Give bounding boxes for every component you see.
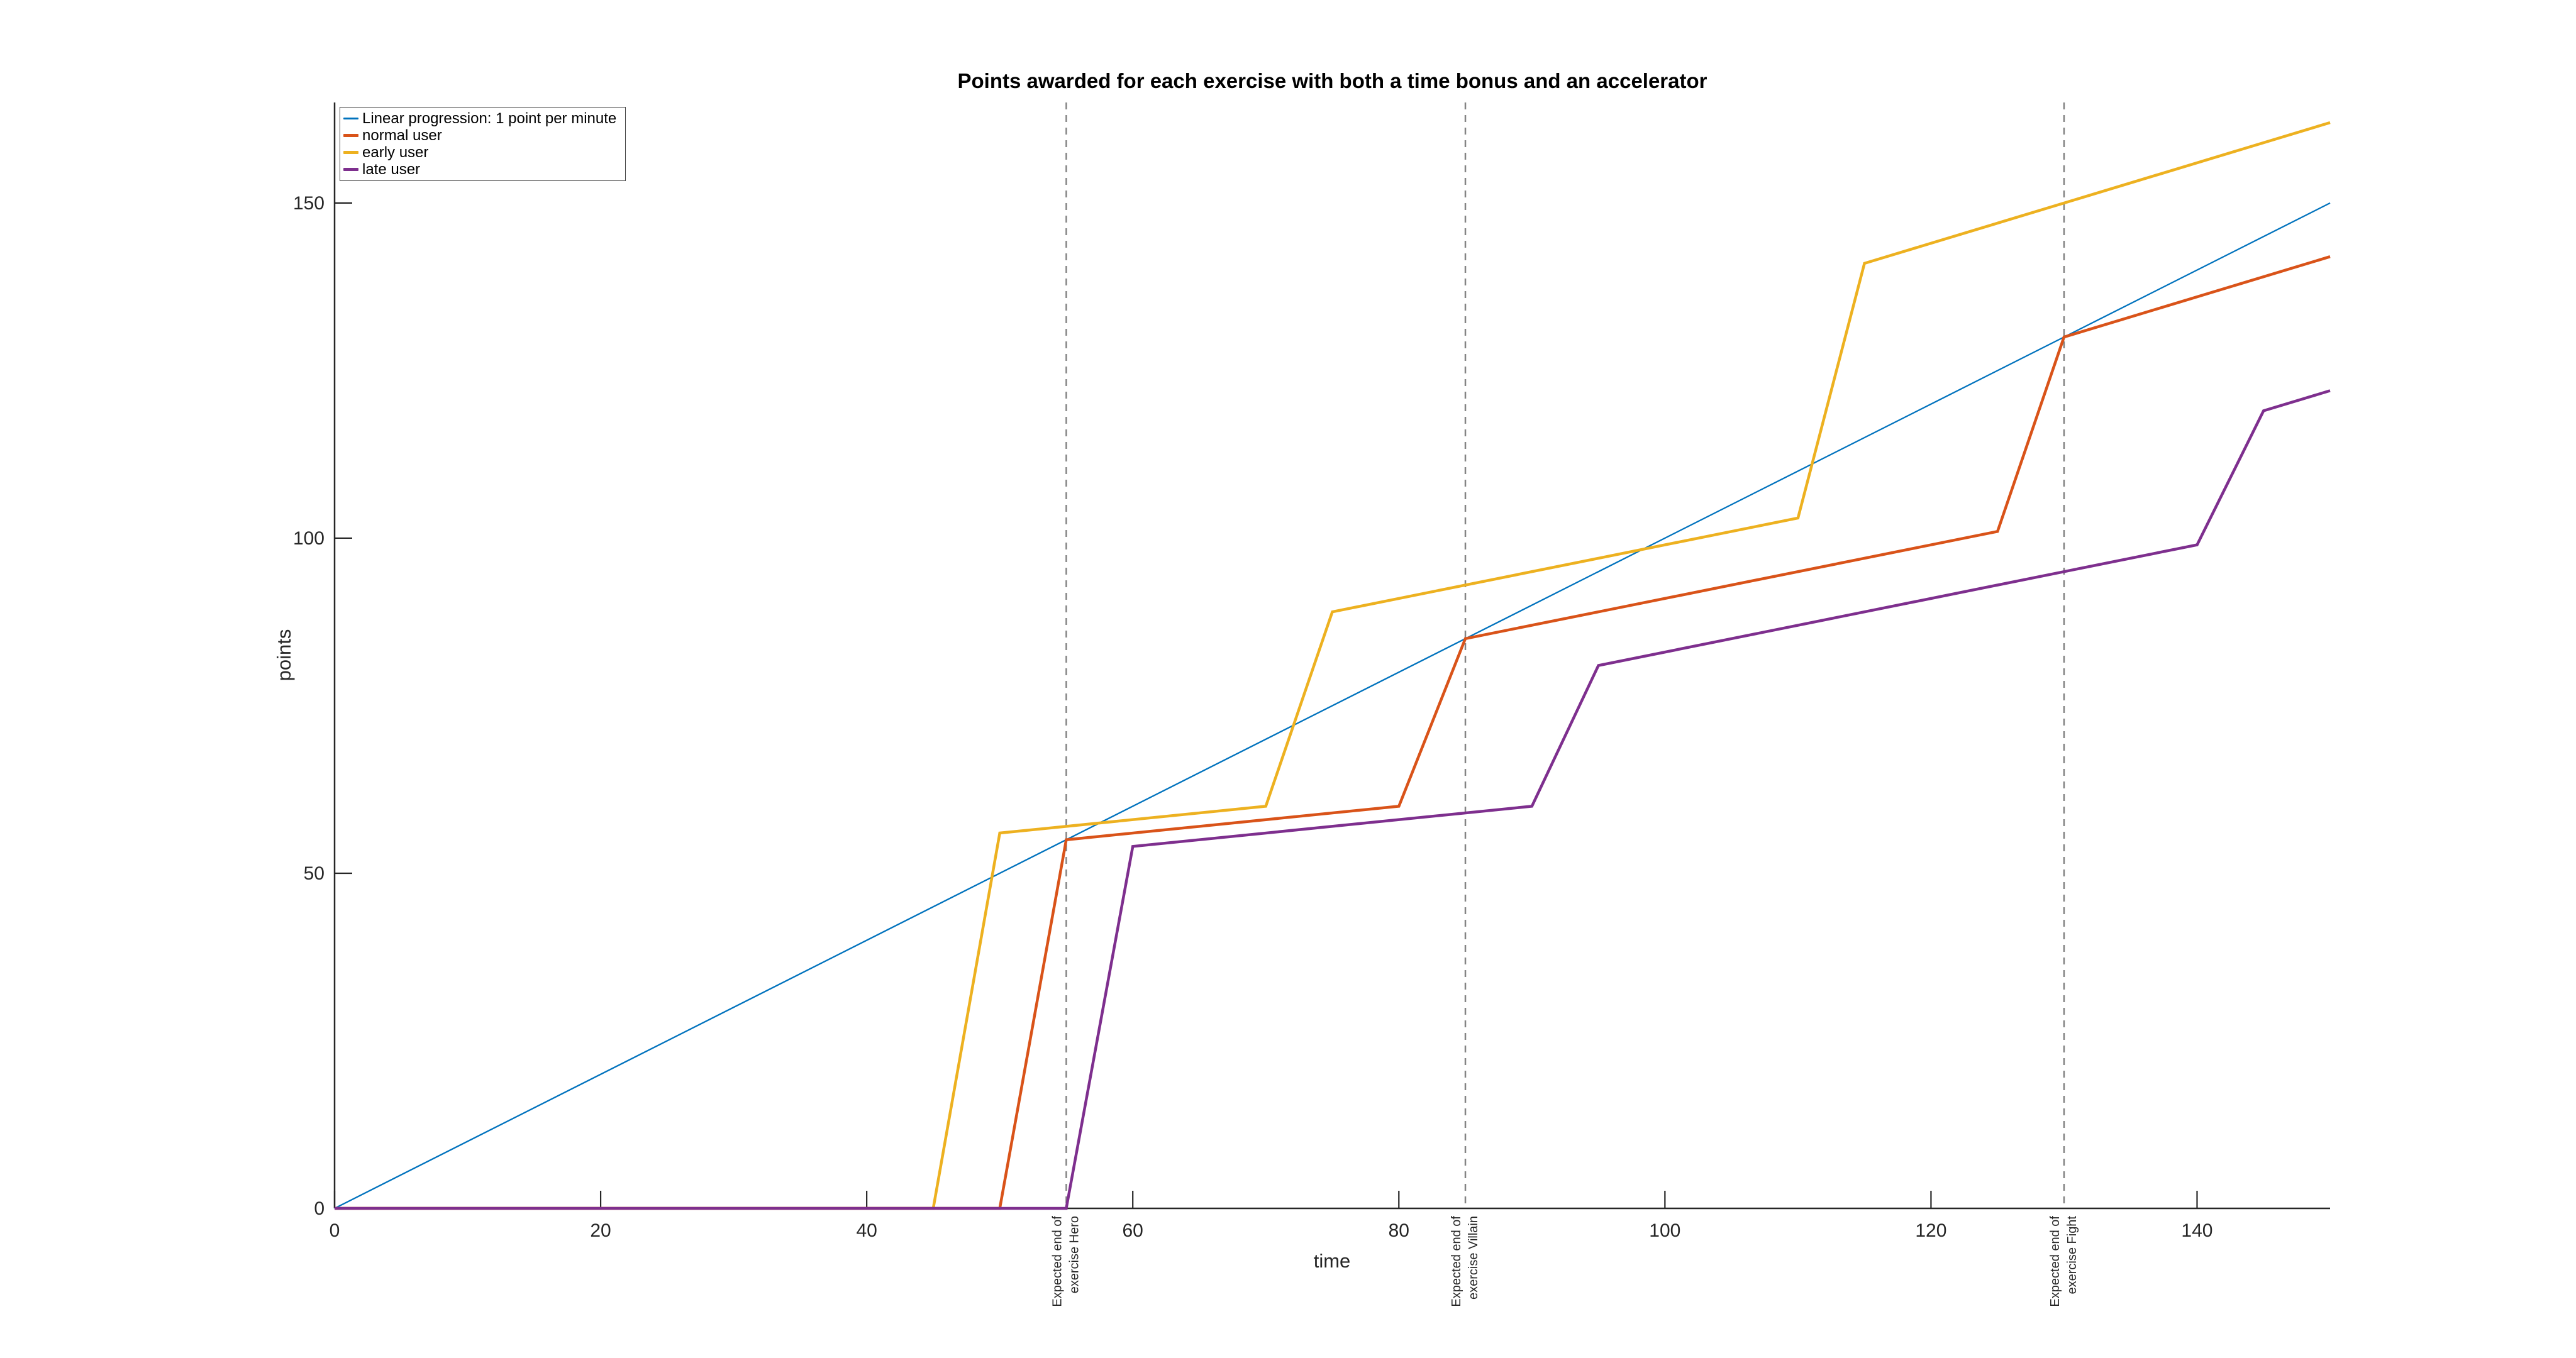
legend-swatch-late — [343, 168, 358, 171]
legend-label-early: early user — [362, 143, 429, 161]
series-normal — [335, 255, 2331, 1210]
x-tick-label: 140 — [2181, 1220, 2212, 1241]
legend-swatch-linear — [343, 118, 358, 119]
x-tick-label: 40 — [856, 1220, 877, 1241]
legend-swatch-early — [343, 151, 358, 154]
legend-item-linear: Linear progression: 1 point per minute — [343, 111, 621, 127]
y-axis-label: points — [273, 629, 295, 682]
y-tick-label: 0 — [314, 1198, 325, 1219]
vline-label-villain: Expected end of exercise Villain — [1450, 1216, 1480, 1307]
x-tick-label: 100 — [1649, 1220, 1680, 1241]
legend-swatch-normal — [343, 134, 358, 137]
legend: Linear progression: 1 point per minute no… — [340, 107, 626, 181]
x-tick-label: 60 — [1123, 1220, 1143, 1241]
legend-label-normal: normal user — [362, 126, 442, 144]
legend-item-early: early user — [343, 145, 621, 161]
x-tick-label: 0 — [330, 1220, 340, 1241]
y-tick-label: 150 — [293, 193, 325, 214]
x-tick-label: 120 — [1915, 1220, 1946, 1241]
x-tick-label: 80 — [1389, 1220, 1409, 1241]
vline-label-fight: Expected end of exercise Fight — [2048, 1216, 2079, 1307]
y-tick-label: 100 — [293, 528, 325, 549]
chart-title: Points awarded for each exercise with bo… — [957, 69, 1707, 92]
legend-item-normal: normal user — [343, 128, 621, 144]
y-tick-label: 50 — [304, 863, 325, 884]
legend-item-late: late user — [343, 162, 621, 178]
legend-label-linear: Linear progression: 1 point per minute — [362, 109, 617, 127]
x-axis-label: time — [1313, 1250, 1351, 1272]
x-tick-label: 20 — [590, 1220, 611, 1241]
series-linear — [334, 202, 2331, 1210]
vline-label-hero: Expected end of exercise Hero — [1050, 1216, 1081, 1307]
series-late — [335, 389, 2331, 1210]
legend-label-late: late user — [362, 160, 421, 178]
series-early — [335, 121, 2331, 1210]
